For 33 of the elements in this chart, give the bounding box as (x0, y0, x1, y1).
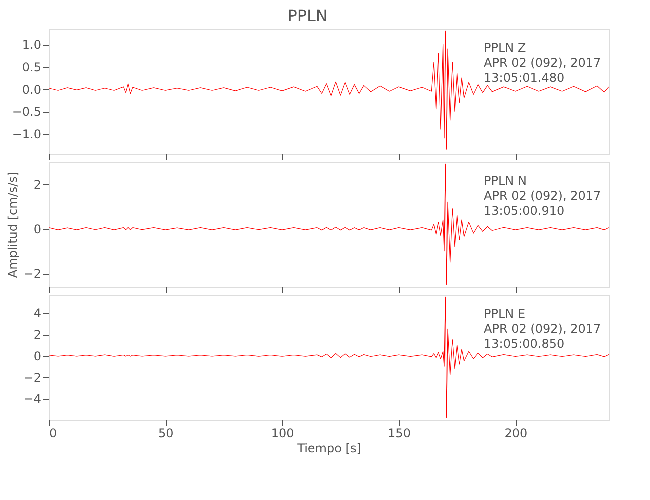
annotation: PPLN E (484, 307, 526, 321)
annotation: PPLN N (484, 174, 527, 188)
y-tick-label: −1.0 (12, 127, 42, 142)
y-tick-label: −2 (24, 370, 42, 385)
annotation: 13:05:00.910 (484, 204, 565, 218)
annotation: PPLN Z (484, 41, 526, 55)
y-tick-label: 0 (34, 349, 42, 364)
y-tick-label: 0.5 (22, 60, 42, 74)
x-tick-label: 150 (388, 426, 411, 440)
line-series (48, 164, 610, 286)
y-tick-label: 2 (34, 328, 42, 342)
line-series (48, 296, 610, 418)
annotation: APR 02 (092), 2017 (484, 322, 602, 336)
x-tick-label: 50 (158, 426, 174, 440)
y-tick-label: −0.5 (12, 105, 42, 120)
line-series (48, 30, 610, 150)
annotation: APR 02 (092), 2017 (484, 56, 602, 70)
x-tick-label: 0 (50, 426, 58, 440)
y-tick-label: 1.0 (22, 38, 42, 52)
y-tick-label: −2 (24, 267, 42, 282)
annotation: 13:05:00.850 (484, 337, 565, 351)
x-tick-label: 100 (271, 426, 294, 440)
y-tick-label: 0 (34, 222, 42, 236)
y-tick-label: 0.0 (22, 82, 42, 97)
y-tick-label: 4 (34, 306, 42, 321)
y-axis-title: Amplitud [cm/s/s] (6, 172, 20, 278)
annotation: 13:05:01.480 (484, 71, 565, 85)
y-tick-label: 2 (34, 178, 42, 192)
x-tick-label: 200 (504, 426, 528, 440)
annotation: APR 02 (092), 2017 (484, 189, 602, 203)
chart-title: PPLN (288, 6, 328, 26)
y-tick-label: −4 (24, 392, 42, 406)
x-axis-title: Tiempo [s] (296, 442, 362, 456)
